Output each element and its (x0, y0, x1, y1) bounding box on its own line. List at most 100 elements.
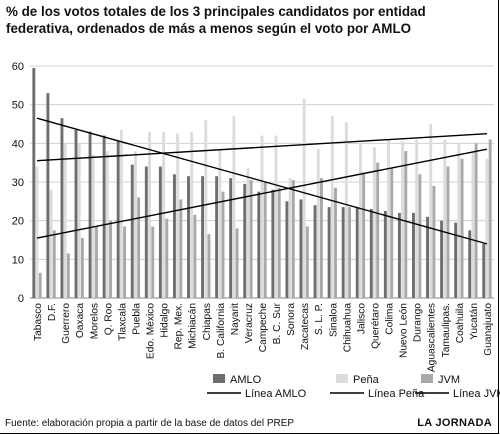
x-tick-label: Coahuila (455, 303, 466, 344)
y-tick-label: 20 (12, 216, 24, 228)
bar-peña-22 (344, 122, 348, 298)
bar-peña-2 (63, 143, 67, 298)
bar-jvm-25 (390, 168, 394, 298)
legend-swatch-0 (213, 374, 225, 383)
bar-peña-0 (35, 166, 39, 298)
bar-jvm-18 (291, 180, 295, 298)
y-tick-label: 50 (12, 100, 24, 112)
bar-amlo-0 (32, 67, 36, 299)
bar-peña-23 (358, 143, 362, 298)
legend-swatch-2 (421, 374, 433, 383)
bar-peña-18 (288, 178, 292, 298)
bar-peña-19 (302, 98, 306, 299)
bar-amlo-18 (285, 201, 289, 298)
x-tick-label: Guerrero (61, 303, 72, 344)
bar-peña-13 (218, 149, 222, 298)
legend-label-0: AMLO (230, 374, 262, 386)
bar-amlo-11 (187, 176, 190, 298)
x-tick-label: Michiacán (188, 303, 199, 349)
x-tick-label: Rep. Mex. (174, 303, 185, 349)
x-tick-label: Sinaloa (328, 303, 339, 337)
bar-amlo-1 (46, 93, 50, 298)
bar-amlo-3 (74, 129, 78, 298)
bar-jvm-28 (432, 185, 436, 298)
bar-jvm-20 (319, 178, 323, 298)
source-note: Fuente: elaboración propia a partir de l… (5, 418, 295, 429)
bar-peña-1 (49, 189, 53, 298)
trend-línea-jvm (36, 148, 488, 239)
bar-peña-31 (471, 151, 475, 298)
bar-peña-32 (485, 158, 489, 298)
x-tick-label: Durango (413, 303, 424, 342)
trend-línea-peña (36, 132, 488, 162)
legend-label-1: Peña (353, 374, 380, 386)
x-tick-label: Tlaxcala (117, 303, 128, 341)
legend-swatch-1 (336, 374, 348, 383)
bar-peña-25 (387, 139, 390, 298)
bar-jvm-15 (249, 180, 253, 298)
bar-peña-11 (190, 131, 194, 298)
x-tick-label: Yucatán (469, 303, 480, 340)
bar-peña-20 (316, 149, 320, 298)
brand-logo: LA JORNADA (417, 417, 492, 429)
y-tick-label: 0 (18, 293, 24, 305)
bar-jvm-4 (95, 226, 98, 298)
bar-amlo-13 (215, 176, 219, 298)
x-tick-label: Colima (385, 303, 396, 335)
bar-amlo-2 (60, 118, 64, 298)
bar-amlo-27 (412, 212, 415, 298)
bar-peña-3 (77, 143, 81, 298)
bar-amlo-24 (369, 209, 373, 298)
x-tick-label: Hidalgo (160, 303, 171, 338)
bar-jvm-26 (404, 151, 408, 298)
x-tick-label: Chihuahua (342, 303, 353, 353)
bar-jvm-21 (334, 187, 337, 298)
bar-amlo-7 (130, 164, 134, 298)
bar-amlo-29 (440, 220, 444, 298)
bar-peña-6 (119, 129, 123, 298)
x-tick-label: Nuevo León (399, 303, 410, 358)
bar-peña-21 (330, 116, 334, 299)
x-tick-label: Chiapas (202, 303, 213, 340)
bar-peña-30 (457, 143, 461, 298)
bar-jvm-2 (66, 253, 70, 298)
bar-peña-15 (246, 168, 250, 298)
bar-peña-28 (429, 124, 433, 298)
x-tick-label: Tamaulipas. (441, 303, 452, 357)
bar-jvm-10 (179, 199, 183, 298)
x-tick-label: Nayarit (230, 303, 241, 335)
y-tick-label: 40 (12, 138, 24, 150)
bar-amlo-25 (383, 211, 387, 298)
x-tick-label: Zacatecas (300, 303, 311, 350)
bar-amlo-9 (158, 166, 162, 298)
bar-peña-9 (162, 131, 166, 298)
y-tick-label: 60 (12, 61, 24, 73)
bar-peña-27 (415, 139, 419, 298)
x-tick-label: Morelos (89, 303, 100, 339)
bar-jvm-9 (165, 218, 169, 298)
bar-jvm-16 (263, 182, 267, 298)
x-tick-label: Guanajuato (483, 303, 494, 356)
x-tick-label: Veracruz (244, 303, 255, 343)
bar-amlo-8 (144, 166, 148, 298)
bar-peña-29 (443, 139, 447, 298)
bar-amlo-17 (271, 189, 275, 298)
bar-jvm-1 (52, 230, 56, 298)
x-tick-label: Tabasco (33, 303, 44, 341)
bar-amlo-5 (102, 135, 106, 298)
x-tick-label: Querétaro (370, 303, 381, 349)
bar-amlo-10 (172, 174, 176, 298)
bar-amlo-15 (243, 183, 247, 298)
bar-peña-14 (232, 116, 236, 299)
bar-jvm-3 (80, 238, 84, 298)
bar-peña-24 (373, 147, 376, 298)
x-tick-label: Sonora (286, 303, 297, 336)
bar-jvm-12 (207, 234, 211, 298)
bar-amlo-16 (257, 191, 261, 298)
trend-línea-amlo (36, 117, 488, 245)
bar-jvm-11 (193, 214, 197, 298)
x-tick-label: Jalisco (356, 303, 367, 334)
legend-label-2: JVM (438, 374, 460, 386)
bar-amlo-20 (313, 205, 317, 298)
